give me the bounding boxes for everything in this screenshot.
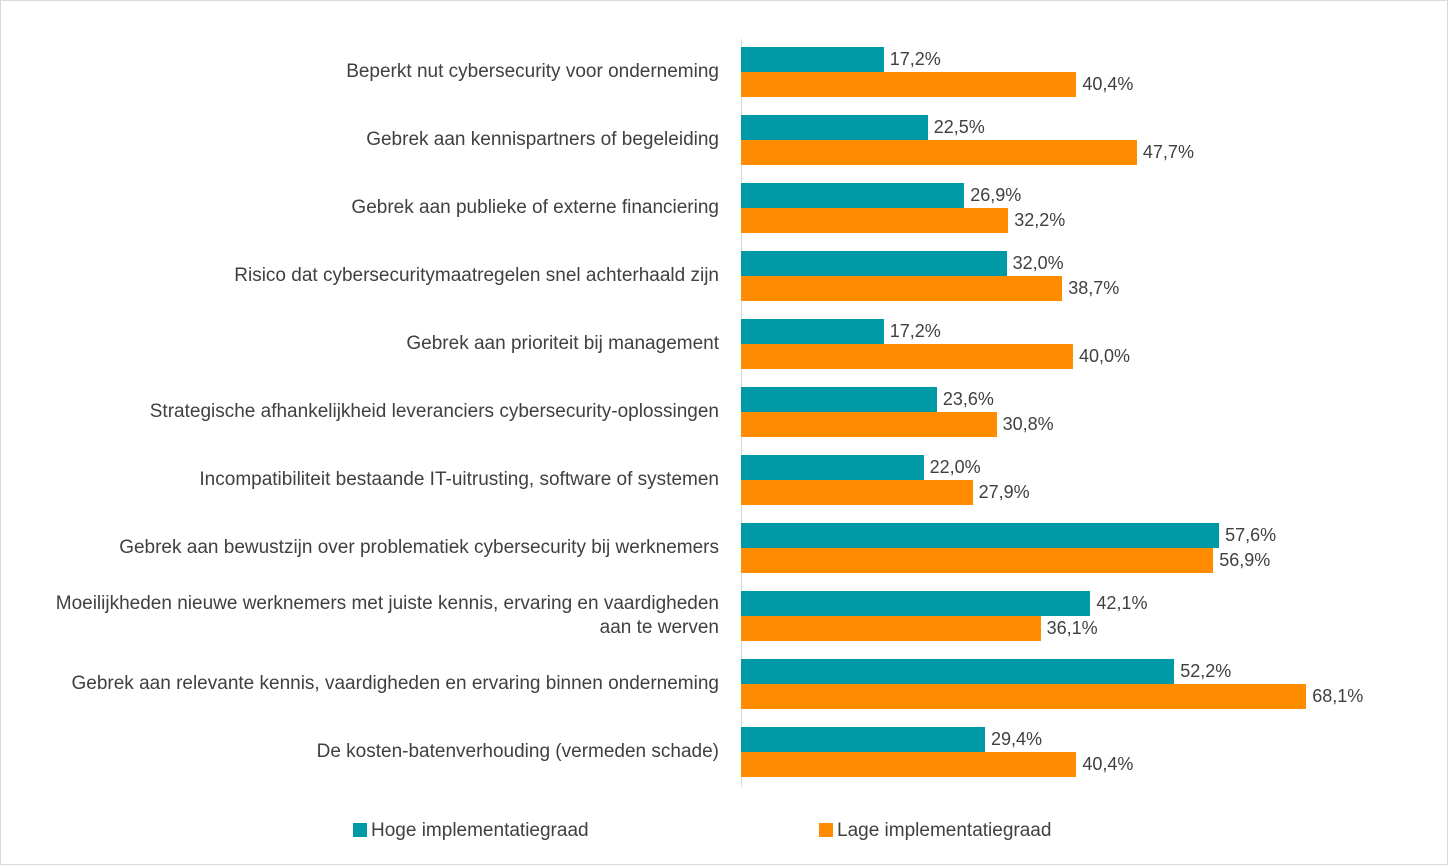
legend-swatch [353, 823, 367, 837]
category-label: Moeilijkheden nieuwe werknemers met juis… [55, 593, 719, 638]
legend-item: Lage implementatiegraad [819, 819, 1051, 843]
bar [741, 208, 1009, 233]
bar [741, 591, 1091, 616]
value-label: 57,6% [1225, 525, 1277, 545]
value-label: 23,6% [942, 389, 994, 409]
bar [741, 251, 1007, 276]
category-label: Gebrek aan publieke of externe financier… [351, 197, 719, 218]
bar [741, 659, 1175, 684]
value-label: 17,2% [889, 49, 941, 69]
value-label: 30,8% [1002, 414, 1054, 434]
category-label: De kosten-batenverhouding (vermeden scha… [316, 741, 719, 762]
value-label: 38,7% [1068, 278, 1120, 298]
category-label: Risico dat cybersecuritymaatregelen snel… [234, 265, 719, 286]
category-label: Gebrek aan bewustzijn over problematiek … [119, 537, 719, 558]
value-label: 36,1% [1046, 618, 1098, 638]
value-label: 32,0% [1012, 253, 1064, 273]
value-label: 22,5% [933, 117, 985, 137]
bar [741, 480, 973, 505]
value-label: 40,0% [1079, 346, 1131, 366]
bar [741, 183, 965, 208]
bar [741, 752, 1077, 777]
value-label: 22,0% [929, 457, 981, 477]
legend-label: Lage implementatiegraad [837, 820, 1052, 841]
bar [741, 412, 997, 437]
bar [741, 72, 1077, 97]
bar [741, 387, 937, 412]
category-label: Incompatibiliteit bestaande IT-uitrustin… [199, 469, 719, 490]
value-label: 40,4% [1082, 74, 1134, 94]
value-label: 47,7% [1142, 142, 1194, 162]
bar [741, 115, 928, 140]
value-label: 42,1% [1096, 593, 1148, 613]
bar [741, 47, 884, 72]
value-label: 26,9% [970, 185, 1022, 205]
bar [741, 727, 986, 752]
category-label: Beperkt nut cybersecurity voor ondernemi… [346, 61, 719, 82]
value-label: 27,9% [978, 482, 1030, 502]
bar [741, 548, 1214, 573]
bar [741, 319, 884, 344]
bar [741, 455, 924, 480]
value-label: 68,1% [1312, 686, 1364, 706]
bar [741, 523, 1220, 548]
value-label: 17,2% [889, 321, 941, 341]
value-label: 52,2% [1180, 661, 1232, 681]
legend-swatch [819, 823, 833, 837]
bar [741, 276, 1063, 301]
bar [741, 140, 1137, 165]
bar [741, 684, 1307, 709]
bar [741, 616, 1041, 641]
value-label: 56,9% [1219, 550, 1271, 570]
category-label: Gebrek aan relevante kennis, vaardighede… [71, 673, 720, 694]
bar [741, 344, 1073, 369]
legend-label: Hoge implementatiegraad [371, 820, 589, 841]
value-label: 32,2% [1014, 210, 1066, 230]
category-label: Gebrek aan kennispartners of begeleiding [366, 129, 719, 150]
category-label: Gebrek aan prioriteit bij management [406, 333, 719, 354]
value-label: 29,4% [991, 729, 1043, 749]
category-label: Strategische afhankelijkheid leverancier… [149, 401, 719, 422]
legend-item: Hoge implementatiegraad [353, 819, 589, 843]
value-label: 40,4% [1082, 754, 1134, 774]
